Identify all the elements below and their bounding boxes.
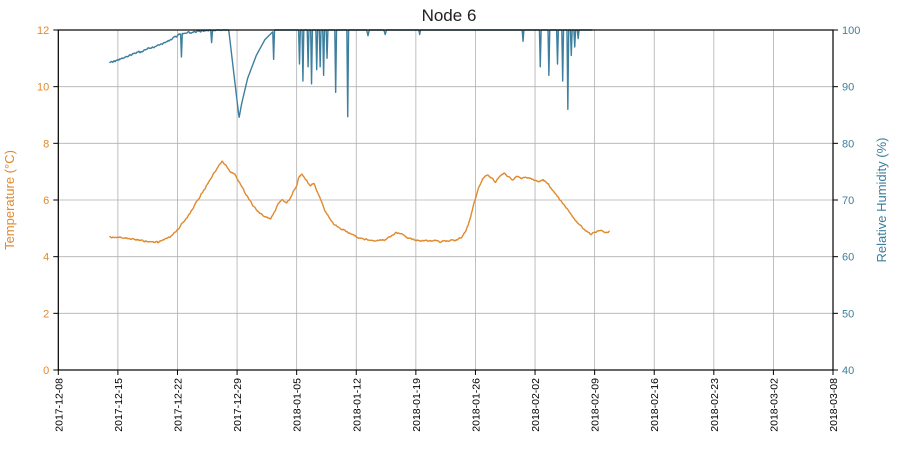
svg-text:2018-02-16: 2018-02-16 xyxy=(649,378,661,432)
svg-text:70: 70 xyxy=(842,195,854,207)
svg-text:2018-03-02: 2018-03-02 xyxy=(768,378,780,432)
svg-text:80: 80 xyxy=(842,138,854,150)
svg-text:10: 10 xyxy=(37,82,49,94)
svg-text:60: 60 xyxy=(842,252,854,264)
svg-text:2018-02-02: 2018-02-02 xyxy=(530,378,542,432)
svg-text:40: 40 xyxy=(842,365,854,377)
svg-text:2018-01-19: 2018-01-19 xyxy=(411,378,423,432)
svg-text:0: 0 xyxy=(43,365,49,377)
svg-text:90: 90 xyxy=(842,82,854,94)
svg-text:50: 50 xyxy=(842,308,854,320)
svg-text:2017-12-15: 2017-12-15 xyxy=(113,378,125,432)
svg-text:2017-12-29: 2017-12-29 xyxy=(232,378,244,432)
svg-text:2018-02-23: 2018-02-23 xyxy=(709,378,721,432)
svg-text:8: 8 xyxy=(43,138,49,150)
svg-text:6: 6 xyxy=(43,195,49,207)
svg-text:2017-12-08: 2017-12-08 xyxy=(53,378,65,432)
svg-text:2018-03-08: 2018-03-08 xyxy=(828,378,840,432)
svg-text:Relative Humidity (%): Relative Humidity (%) xyxy=(874,138,889,263)
svg-text:2018-01-26: 2018-01-26 xyxy=(470,378,482,432)
svg-text:2017-12-22: 2017-12-22 xyxy=(172,378,184,432)
svg-text:100: 100 xyxy=(842,25,860,37)
svg-text:2018-02-09: 2018-02-09 xyxy=(590,378,602,432)
svg-text:4: 4 xyxy=(43,252,49,264)
svg-text:2018-01-05: 2018-01-05 xyxy=(292,378,304,432)
svg-text:2018-01-12: 2018-01-12 xyxy=(351,378,363,432)
svg-text:2: 2 xyxy=(43,308,49,320)
svg-text:12: 12 xyxy=(37,25,49,37)
svg-text:Temperature (°C): Temperature (°C) xyxy=(2,150,17,250)
